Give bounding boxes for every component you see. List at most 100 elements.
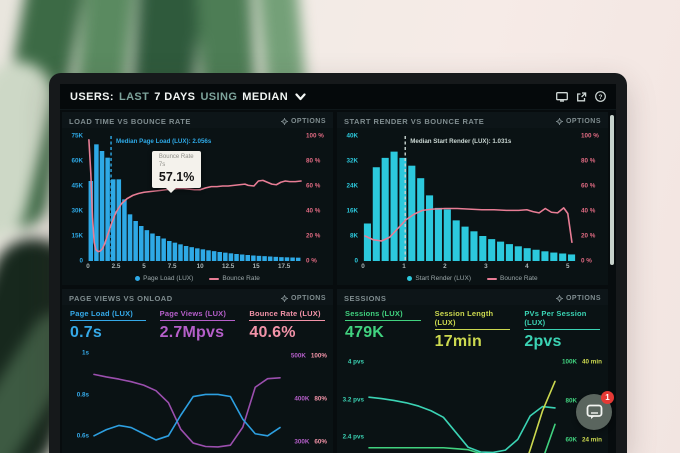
tooltip-value: 57.1% — [158, 170, 195, 184]
svg-text:?: ? — [599, 94, 603, 101]
filter-metric-label[interactable]: MEDIAN — [242, 90, 289, 103]
laptop-screen: USERS: LAST 7 DAYS USING MEDIAN ? — [49, 73, 627, 453]
chart-area: 75K 60K 45K 30K 15K 0 100 % 80 % 60 % 40 % 20 % 0 … — [65, 131, 330, 285]
y-axis-tick: 3.2 pvs — [342, 396, 364, 403]
legend-item: Page Load (LUX) — [135, 275, 193, 282]
y-axis-tick: 500K 100% — [290, 352, 327, 360]
panel-page-views-vs-onload: PAGE VIEWS VS ONLOAD OPTIONS Page Load (… — [62, 289, 333, 453]
options-button[interactable]: OPTIONS — [555, 117, 601, 125]
panel-sessions: SESSIONS OPTIONS Sessions (LUX) 479K Sessi… — [337, 289, 608, 453]
filter-range-label[interactable]: 7 DAYS — [154, 90, 196, 103]
filter-using-label[interactable]: USING — [200, 90, 238, 103]
y-axis-tick: 16K — [346, 207, 358, 215]
x-axis-tick: 5 — [142, 263, 146, 270]
metric-value: 17min — [434, 333, 482, 350]
gear-icon — [280, 117, 288, 125]
monitor-icon[interactable] — [556, 91, 568, 102]
median-annotation: Median Page Load (LUX): 2.056s — [116, 138, 212, 145]
gear-icon — [555, 117, 563, 125]
chat-button[interactable]: 1 — [576, 391, 614, 430]
y-axis-tick: 0 % — [581, 257, 592, 265]
panel-title: START RENDER VS BOUNCE RATE — [344, 116, 485, 126]
filter-users-label[interactable]: USERS: — [70, 90, 114, 103]
y-axis-tick: 100K 40 min — [561, 358, 602, 366]
x-axis-tick: 17.5 — [278, 263, 291, 270]
chart-plot: Median Page Load (LUX): 2.056s Bounce Rat… — [88, 136, 301, 261]
x-axis-tick: 1 — [402, 263, 406, 270]
metric-label: Session Length (LUX) — [434, 309, 511, 330]
panel-grid: LOAD TIME VS BOUNCE RATE OPTIONS 75K 60K 4… — [62, 112, 608, 453]
options-button[interactable]: OPTIONS — [280, 117, 326, 125]
chart-plot: Median Start Render (LUX): 1.031s — [363, 136, 576, 261]
metric-label: Bounce Rate (LUX) — [249, 309, 326, 321]
metric: Page Views (LUX) 2.7Mpvs — [159, 309, 236, 342]
y-axis-tick: 2.4 pvs — [342, 433, 364, 441]
y-axis-tick: 30K — [71, 207, 83, 215]
y-axis-tick: 20 % — [581, 232, 596, 240]
chat-icon — [586, 404, 602, 419]
metrics-row: Page Load (LUX) 0.7s Page Views (LUX) 2.7Mp… — [62, 305, 333, 345]
chart-canvas — [88, 136, 301, 261]
metric-value: 479K — [345, 324, 385, 341]
panel-header: PAGE VIEWS VS ONLOAD OPTIONS — [62, 289, 333, 305]
chart-canvas — [369, 359, 555, 453]
legend-label: Bounce Rate — [222, 275, 260, 282]
y-axis-left: 1s0.8s0.6s0.4s — [66, 350, 91, 453]
users-filter-bar: USERS: LAST 7 DAYS USING MEDIAN ? — [60, 84, 616, 110]
options-button[interactable]: OPTIONS — [280, 294, 326, 302]
dashboard: USERS: LAST 7 DAYS USING MEDIAN ? — [60, 84, 616, 453]
y-axis-tick: 0 — [354, 257, 358, 265]
y-axis-tick: 4 pvs — [347, 358, 364, 366]
y-axis-tick: 75K — [71, 132, 83, 140]
panel-load-time-vs-bounce-rate: LOAD TIME VS BOUNCE RATE OPTIONS 75K 60K 4… — [62, 112, 333, 285]
legend-swatch — [209, 277, 220, 280]
x-axis-tick: 7.5 — [167, 263, 177, 270]
help-icon[interactable]: ? — [595, 91, 606, 102]
y-axis-tick: 60 % — [581, 182, 596, 190]
y-axis-tick: 32K — [346, 157, 358, 165]
legend-item: Start Render (LUX) — [407, 275, 471, 282]
metric-label: PVs Per Session (LUX) — [524, 309, 601, 330]
y-axis-tick: 300K 60% — [294, 438, 327, 446]
metric: PVs Per Session (LUX) 2pvs — [524, 309, 601, 351]
x-axis-tick: 2 — [443, 263, 447, 270]
legend-label: Bounce Rate — [500, 275, 538, 282]
y-axis-tick: 0.6s — [76, 432, 89, 440]
metric: Sessions (LUX) 479K — [345, 309, 421, 351]
chart-legend: Page Load (LUX) Bounce Rate — [65, 273, 330, 284]
y-axis-tick: 40 % — [581, 207, 596, 215]
metrics-row: Sessions (LUX) 479K Session Length (LUX) 17… — [337, 305, 608, 354]
x-axis-tick: 5 — [566, 263, 570, 270]
panel-title: PAGE VIEWS VS ONLOAD — [69, 293, 173, 303]
legend-swatch — [487, 277, 498, 280]
x-axis-tick: 3 — [484, 263, 488, 270]
panel-title: SESSIONS — [344, 293, 387, 303]
x-axis-tick: 0 — [361, 263, 365, 270]
y-axis-tick: 1s — [81, 349, 89, 357]
x-axis-tick: 15 — [252, 263, 260, 270]
options-label: OPTIONS — [565, 294, 601, 302]
options-button[interactable]: OPTIONS — [555, 294, 601, 302]
y-axis-tick: 0 % — [306, 257, 317, 265]
y-axis-left: 40K 32K 24K 16K 8K 0 — [341, 133, 360, 265]
metric-value: 40.6% — [249, 324, 296, 341]
metric: Page Load (LUX) 0.7s — [70, 309, 146, 342]
panel-header: LOAD TIME VS BOUNCE RATE OPTIONS — [62, 112, 333, 128]
panel-start-render-vs-bounce-rate: START RENDER VS BOUNCE RATE OPTIONS 40K 3… — [337, 112, 608, 285]
tooltip-series-label: Bounce Rate — [158, 154, 194, 160]
chart-plot — [369, 359, 555, 453]
y-axis-tick: 100 % — [581, 132, 599, 140]
metric: Session Length (LUX) 17min — [434, 309, 511, 351]
gear-icon — [280, 294, 288, 302]
chevron-down-icon[interactable] — [295, 92, 306, 101]
y-axis-tick: 0 — [79, 257, 83, 265]
metric: Bounce Rate (LUX) 40.6% — [249, 309, 326, 342]
scrollbar[interactable] — [610, 115, 614, 265]
share-icon[interactable] — [576, 91, 587, 102]
chart-canvas — [363, 136, 576, 261]
filter-last-label[interactable]: LAST — [118, 90, 150, 103]
y-axis-tick: 0.8s — [76, 391, 89, 399]
